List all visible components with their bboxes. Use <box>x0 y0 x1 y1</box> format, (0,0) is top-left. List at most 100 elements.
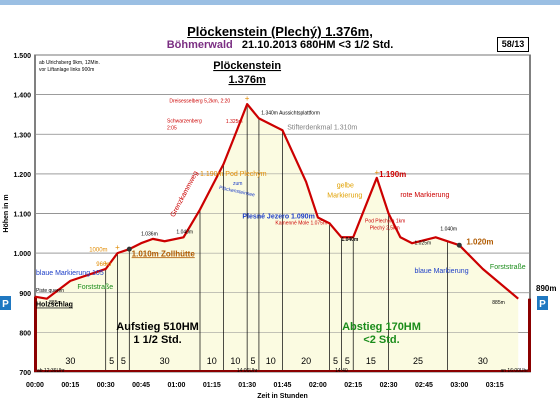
ascent-time-label: 1 1/2 Std. <box>133 334 181 346</box>
segment-duration-label: 5 <box>121 356 126 366</box>
parking-icon-right <box>537 296 548 310</box>
y-tick-label: 1.500 <box>13 53 31 60</box>
y-tick-label: 1.200 <box>13 172 31 179</box>
parking-label-left: P <box>2 299 9 310</box>
zollhuette-label: 1.010m Zollhütte <box>132 249 196 258</box>
segment-duration-label: 5 <box>345 356 350 366</box>
segment-duration-label: 10 <box>230 356 240 366</box>
end-elevation-label: 890m <box>536 284 556 293</box>
segment-duration-label: 20 <box>301 356 311 366</box>
blue-marking-label: blaue Markierung <box>415 268 469 275</box>
x-tick-label: 02:15 <box>344 382 362 389</box>
x-axis-title: Zeit in Stunden <box>257 393 308 400</box>
tour-info: 21.10.2013 680HM <3 1/2 Std. <box>241 39 394 51</box>
descent-time-label: <2 Std. <box>363 334 399 346</box>
start-post <box>34 296 37 372</box>
top-note-line1: ab Ulrichsberg 9km, 12Min. <box>39 60 100 66</box>
lake-route-label: zum <box>233 181 242 187</box>
midpoint-time-label: 14:40 <box>335 368 348 374</box>
x-tick-label: 03:15 <box>486 382 504 389</box>
elev-1036: 1.036m <box>141 231 158 237</box>
x-tick-label: 00:15 <box>61 382 79 389</box>
descent-label: Abstieg 170HM <box>342 321 421 333</box>
segment-duration-label: 10 <box>266 356 276 366</box>
region-label: Böhmerwald <box>166 39 233 51</box>
y-tick-label: 1.000 <box>13 251 31 258</box>
profile-line <box>34 103 519 300</box>
segment-duration-label: 10 <box>207 356 217 366</box>
elev-1040-b: 1.040m <box>341 237 359 243</box>
elev-1040-c: 1.040m <box>440 227 457 233</box>
piste-label: Piste queren <box>36 288 64 294</box>
yellow-marking-label2: Markierung <box>327 193 362 200</box>
x-tick-label: 01:45 <box>274 382 292 389</box>
y-tick-label: 700 <box>19 370 31 377</box>
profile-baseline <box>35 370 530 372</box>
elev-1190-b: 1.190m <box>379 170 406 179</box>
holzschlag-label: Holzschlag <box>36 302 73 309</box>
segment-duration-label: 5 <box>333 356 338 366</box>
segment-duration-label: 5 <box>251 356 256 366</box>
page-number-badge: 58/13 <box>497 37 529 52</box>
pod-plechym-label: 1.190m Pod Plechým <box>200 171 267 178</box>
x-tick-label: 00:30 <box>97 382 115 389</box>
y-tick-label: 900 <box>19 291 31 298</box>
top-note-line2: vor Liftanlage links 900m <box>39 67 94 73</box>
y-tick-label: 1.300 <box>13 132 31 139</box>
segment-duration-label: 30 <box>160 356 170 366</box>
elev-1000: 1000m <box>89 248 107 254</box>
top-bar <box>0 0 560 5</box>
segment-duration-label: 15 <box>366 356 376 366</box>
elev-960: 960m <box>96 262 111 268</box>
elev-1040-a: 1.040m <box>176 230 193 236</box>
segment-duration-label: 30 <box>65 356 75 366</box>
x-tick-label: 02:00 <box>309 382 327 389</box>
y-axis-title: Höhen in m <box>3 194 10 232</box>
x-tick-label: 02:45 <box>415 382 433 389</box>
x-tick-label: 00:00 <box>26 382 44 389</box>
elev-885-left: 885m <box>49 300 62 306</box>
waypoint-marker <box>456 242 462 248</box>
y-tick-label: 1.100 <box>13 212 31 219</box>
end-time-label: an 16:00Uhr <box>500 368 528 374</box>
schwarzenberg-time: 2:05 <box>167 125 177 131</box>
schwarzenberg-label: Schwarzenberg <box>167 118 202 124</box>
yellow-marking-label1: gelbe <box>337 183 354 190</box>
profile-area <box>35 104 519 372</box>
x-tick-label: 00:45 <box>132 382 150 389</box>
plechy-distance: Plechý 2,5km <box>370 225 400 231</box>
chart-title: Plöckenstein (Plechý) 1.376m, <box>187 24 373 39</box>
summit-elevation-label: 1.376m <box>228 74 266 86</box>
forest-road-label-right: Forststraße <box>490 264 526 271</box>
x-tick-label: 02:30 <box>380 382 398 389</box>
x-tick-label: 01:15 <box>203 382 221 389</box>
elev-1025: 1.025m <box>415 240 432 246</box>
waypoint-marker <box>126 246 132 252</box>
end-post <box>528 298 531 372</box>
stifter-memorial-label: Stifterdenkmal 1.310m <box>287 124 357 131</box>
dreisessel-label: Dreisesselberg 5,2km, 2:20 <box>169 99 230 105</box>
chart-subtitle: Böhmerwald 21.10.2013 680HM <3 1/2 Std. <box>0 39 560 51</box>
x-tick-label: 01:30 <box>238 382 256 389</box>
elev-885-right: 885m <box>492 300 505 306</box>
x-tick-label: 03:00 <box>450 382 468 389</box>
plesne-jezero-label: Plesné Jezero 1.090m <box>242 213 314 220</box>
elev-1325: 1.325m <box>226 119 243 125</box>
segment-duration-label: 5 <box>109 356 114 366</box>
parking-icon-left <box>0 296 11 310</box>
peak-marker: + <box>245 94 250 103</box>
x-tick-label: 01:00 <box>167 382 185 389</box>
y-tick-label: 1.400 <box>13 93 31 100</box>
viewing-platform-label: 1.340m Aussichtsplattform <box>261 110 320 116</box>
red-marking-label: rote Markierung <box>400 192 449 199</box>
peak-marker: + <box>103 259 108 268</box>
summit-label: Plöckenstein <box>213 60 281 72</box>
forest-road-label-left: Forststraße <box>77 284 113 291</box>
ascent-label: Aufstieg 510HM <box>116 321 199 333</box>
peak-marker: + <box>374 168 379 177</box>
y-tick-label: 800 <box>19 330 31 337</box>
parking-label-right: P <box>539 299 546 310</box>
summit-time-label: 14:06Uhr <box>237 368 258 374</box>
kamenne-mole-label: Kamenné Mole 1.075m <box>275 221 327 227</box>
segment-duration-label: 25 <box>413 356 423 366</box>
